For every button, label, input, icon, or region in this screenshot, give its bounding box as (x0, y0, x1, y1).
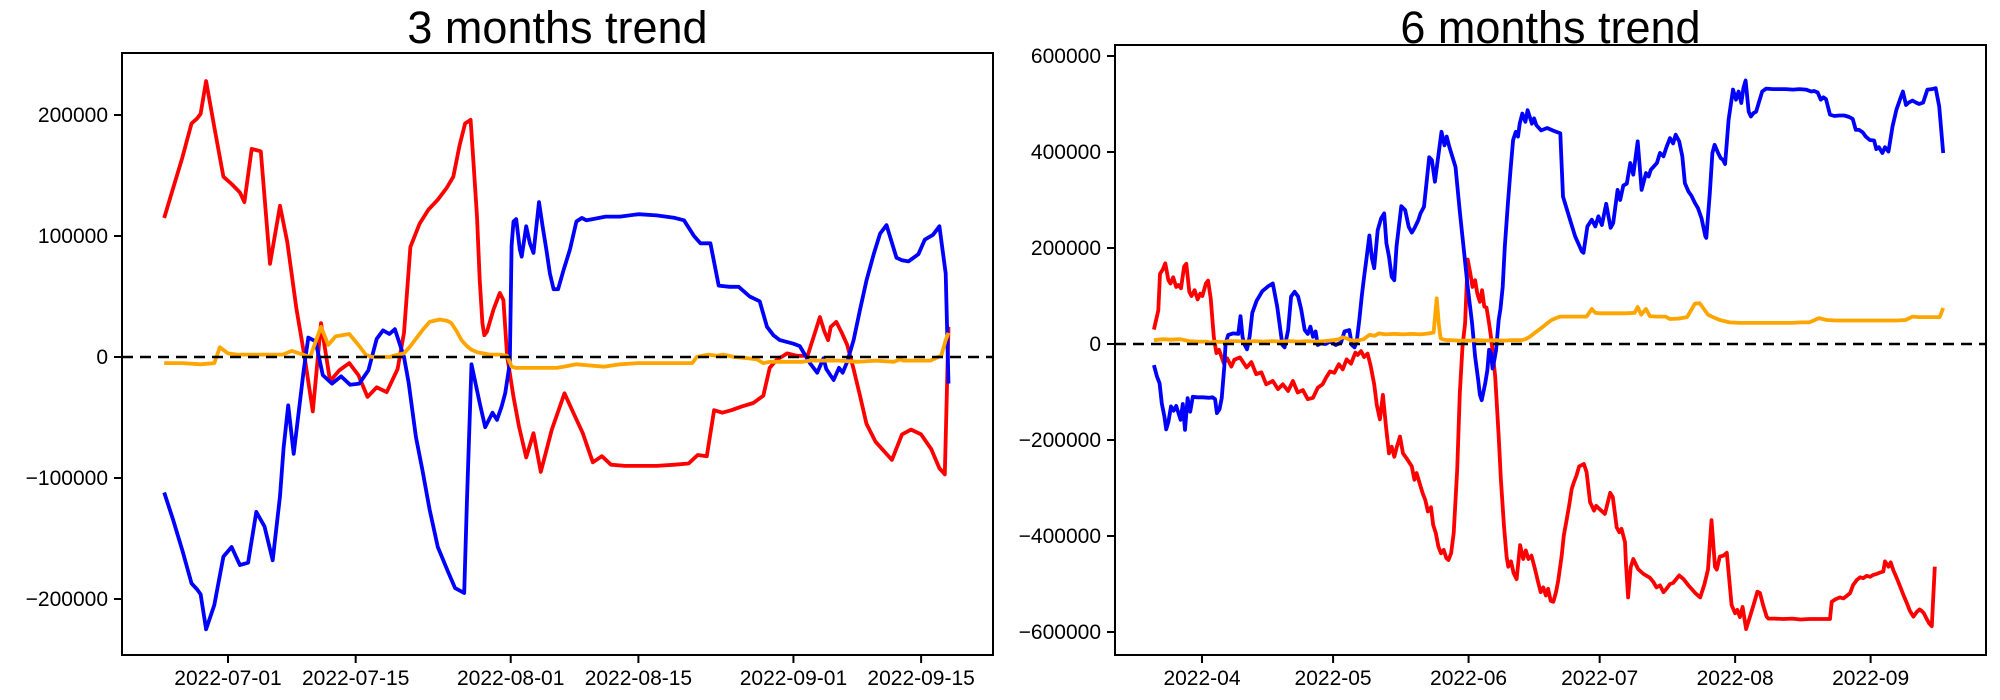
x-tick-label: 2022-08 (1697, 667, 1774, 690)
x-tick-label: 2022-07-15 (302, 667, 409, 690)
x-tick-label: 2022-04 (1163, 667, 1240, 690)
plot-border (121, 52, 994, 656)
orange-series-line (1153, 296, 1945, 345)
y-tick-label: −600000 (1019, 621, 1101, 644)
left-chart-title: 3 months trend (407, 2, 708, 53)
red-series-line (162, 79, 951, 477)
x-tick-label: 2022-09-01 (740, 667, 847, 690)
y-tick-label: 0 (1089, 333, 1101, 356)
y-tick-label: 200000 (38, 104, 108, 127)
x-tick-label: 2022-07-01 (174, 667, 281, 690)
right-chart-title: 6 months trend (1400, 2, 1701, 53)
x-tick-label: 2022-08-01 (457, 667, 564, 690)
red-series-line (1152, 257, 1937, 631)
chart-0: 2022-07-01 2022-07-15 2022-08-01 2022-08-15… (26, 52, 994, 690)
x-tick-label: 2022-07 (1561, 667, 1638, 690)
y-tick-label: 400000 (1031, 141, 1101, 164)
blue-series-line (1152, 78, 1946, 432)
y-tick-label: 600000 (1031, 45, 1101, 68)
y-tick-label: −100000 (26, 467, 108, 490)
x-tick-label: 2022-08-15 (585, 667, 692, 690)
y-tick-label: 0 (96, 346, 108, 369)
x-tick-label: 2022-06 (1430, 667, 1507, 690)
y-tick-label: 100000 (38, 225, 108, 248)
y-tick-label: −200000 (26, 588, 108, 611)
chart-1: 2022-04 2022-05 2022-06 2022-07 2022-08 2022-… (1019, 44, 1987, 690)
y-tick-label: 200000 (1031, 237, 1101, 260)
x-tick-label: 2022-09-15 (867, 667, 974, 690)
blue-series-line (162, 200, 951, 632)
y-tick-label: −200000 (1019, 429, 1101, 452)
x-tick-label: 2022-09 (1832, 667, 1909, 690)
y-tick-label: −400000 (1019, 525, 1101, 548)
plot-border (1114, 44, 1987, 656)
x-tick-label: 2022-05 (1295, 667, 1372, 690)
